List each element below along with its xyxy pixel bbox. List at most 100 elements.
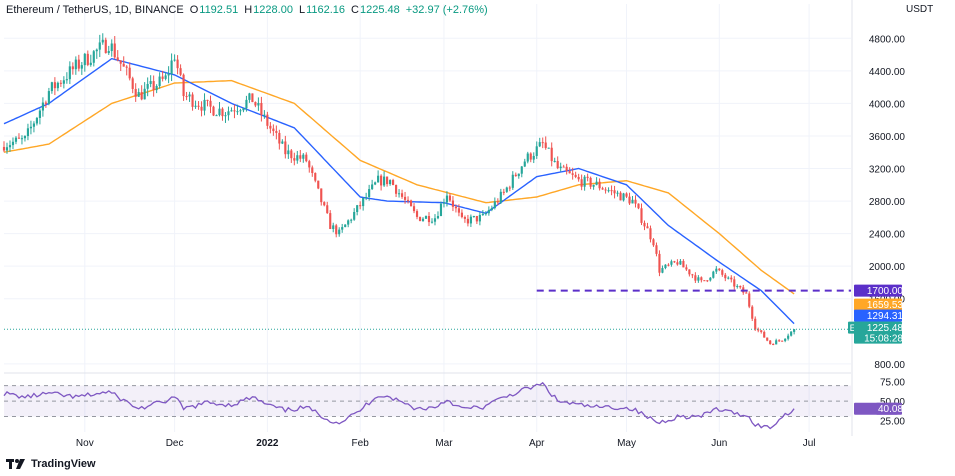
ohlc-high-value: 1228.00 (253, 4, 293, 16)
candle-body (41, 102, 44, 111)
candle-body (643, 222, 646, 227)
candle-body (236, 111, 239, 113)
candle-body (359, 205, 362, 207)
tag-value: 1659.53 (867, 300, 904, 311)
candle-body (397, 193, 401, 195)
candle-body (664, 264, 667, 269)
candle-body (472, 215, 475, 217)
candle-body (371, 184, 374, 190)
price-tick-label: 2000.00 (869, 262, 906, 273)
candle-body (688, 269, 691, 275)
candle-body (326, 205, 329, 214)
time-tick-label: Feb (352, 438, 370, 449)
candle-body (65, 79, 68, 81)
candle-body (128, 67, 131, 79)
tradingview-brand[interactable]: TradingView (6, 458, 96, 470)
candle-body (317, 180, 320, 189)
candle-body (505, 187, 508, 192)
candle-body (224, 115, 227, 117)
candle-body (499, 191, 502, 203)
candle-body (122, 63, 125, 67)
candle-body (260, 102, 263, 115)
tag-countdown: 15:08:28 (864, 334, 903, 345)
candle-body (403, 196, 407, 200)
candle-body (176, 59, 179, 69)
candle-body (230, 110, 233, 112)
candle-body (577, 176, 580, 180)
ma-line (3, 79, 795, 295)
price-tags: 1700.00MA1659.53EMA1294.31ETHUSDT1225.48… (848, 284, 904, 415)
tag-value: 1225.48 (867, 323, 904, 334)
rsi-band (4, 385, 851, 417)
candle-body (529, 153, 532, 160)
ema-series-line (3, 57, 795, 325)
candle-body (649, 228, 652, 240)
candle-body (62, 80, 65, 84)
candle-body (320, 188, 323, 203)
candle-body (550, 147, 553, 162)
candle-body (682, 260, 685, 268)
candle-body (451, 200, 455, 207)
candle-body (323, 202, 326, 206)
candle-body (478, 214, 481, 222)
candle-body (730, 277, 733, 280)
candle-body (383, 176, 386, 186)
candle-body (604, 189, 607, 191)
candle-body (188, 94, 191, 97)
candle-body (394, 185, 398, 194)
candle-body (131, 78, 134, 89)
candle-body (200, 106, 203, 111)
candle-body (50, 82, 53, 92)
candle-body (517, 173, 520, 177)
candle-body (347, 220, 350, 225)
candle-body (263, 114, 266, 116)
rsi-tag-value-bg (854, 402, 902, 415)
level-tag-bg (854, 284, 902, 297)
candle-body (344, 224, 347, 228)
candle-body (248, 93, 251, 100)
candle-body (350, 219, 353, 221)
candle-body (185, 96, 188, 98)
time-axis[interactable]: Nov Dec 2022 Feb Mar Apr May Jun Jul (76, 438, 816, 449)
candle-body (341, 227, 344, 230)
candle-body (215, 115, 218, 117)
candle-body (436, 216, 440, 219)
candle-body (610, 190, 613, 192)
candle-body (625, 193, 628, 197)
candle-body (703, 280, 706, 282)
candle-body (631, 199, 634, 204)
candle-body (5, 147, 9, 151)
candle-body (733, 279, 736, 287)
candle-body (356, 205, 359, 213)
candle-body (442, 202, 446, 204)
candle-body (448, 195, 452, 201)
price-tick-label: 2400.00 (869, 230, 906, 241)
price-axis[interactable]: USDT 4800.00 4400.00 4000.00 3600.00 3200.00 2… (851, 0, 933, 436)
candle-body (745, 292, 748, 294)
candle-body (571, 173, 574, 175)
candle-body (23, 136, 27, 139)
candle-body (439, 203, 443, 217)
tag-value: 1294.31 (867, 311, 904, 322)
candle-body (646, 226, 649, 229)
candle-body (559, 166, 562, 169)
price-axis-unit: USDT (906, 4, 933, 15)
candle-body (83, 53, 86, 66)
candle-body (640, 208, 643, 223)
candle-body (392, 180, 395, 186)
candle-body (143, 88, 146, 100)
candle-body (598, 181, 601, 189)
candle-body (2, 146, 6, 151)
price-tick-label: 2800.00 (869, 197, 906, 208)
candle-body (415, 211, 419, 217)
candle-body (769, 340, 772, 345)
candle-body (532, 155, 535, 160)
candle-body (29, 126, 33, 129)
candle-body (221, 108, 224, 117)
candle-body (374, 182, 377, 185)
candle-body (673, 261, 676, 263)
time-tick-label: Mar (435, 438, 453, 449)
candle-body (386, 176, 389, 185)
price-tick-label: 4400.00 (869, 67, 906, 78)
